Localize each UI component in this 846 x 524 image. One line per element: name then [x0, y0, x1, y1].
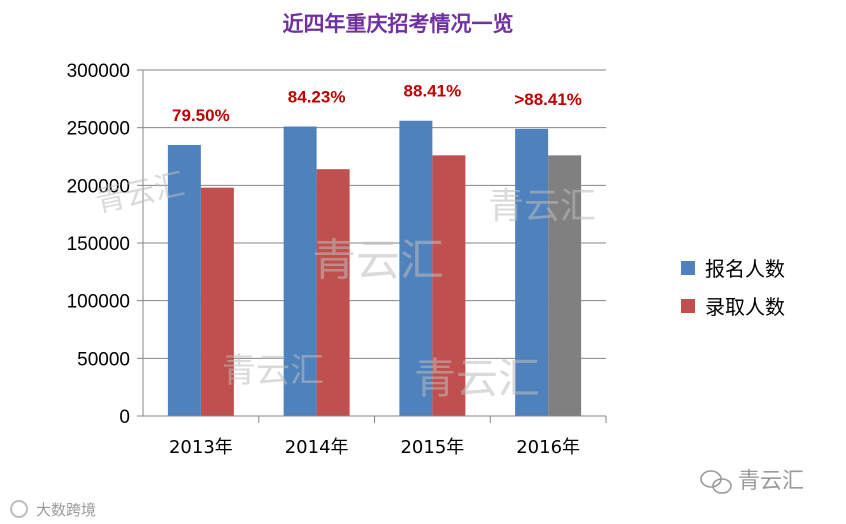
watermark-text: 青云汇 — [488, 186, 596, 227]
corner-logo-text: 大数跨境 — [36, 501, 96, 519]
legend-swatch-admissions — [681, 299, 695, 313]
legend: 报名人数 录取人数 — [681, 257, 785, 319]
y-tick-label: 150000 — [67, 234, 130, 255]
bar-registrations — [167, 144, 201, 416]
watermark-text: 青云汇 — [312, 235, 444, 286]
x-category-label: 2014年 — [285, 437, 349, 458]
admission-rate-label: >88.41% — [514, 90, 582, 109]
rate-annotations: 79.50% 84.23% 88.41% >88.41% — [172, 82, 582, 125]
bar-admissions — [432, 155, 466, 416]
axes — [142, 70, 607, 423]
watermark-text: 青云汇 — [222, 351, 324, 391]
admission-rate-label: 84.23% — [288, 88, 346, 107]
bar-registrations — [283, 126, 317, 416]
corner-logo: 大数跨境 — [10, 500, 96, 519]
y-axis-tick-labels: 0 50000 100000 150000 200000 250000 300000 — [67, 61, 130, 428]
bar-admissions — [548, 155, 582, 416]
wechat-brand-mark: 青云汇 — [700, 469, 804, 494]
admission-rate-label: 88.41% — [404, 82, 462, 101]
bars — [167, 120, 582, 416]
bar-admissions — [200, 187, 234, 416]
y-tick-label: 100000 — [67, 292, 130, 313]
legend-swatch-registrations — [681, 261, 695, 275]
x-category-label: 2016年 — [516, 437, 580, 458]
chart-title: 近四年重庆招考情况一览 — [283, 12, 514, 36]
y-tick-label: 200000 — [67, 176, 130, 197]
bar-registrations — [399, 120, 433, 416]
wechat-icon — [700, 470, 732, 494]
y-tick-label: 50000 — [77, 349, 130, 370]
bar-admissions — [316, 169, 350, 416]
admission-rate-label: 79.50% — [172, 106, 230, 125]
bar-registrations — [515, 128, 549, 416]
x-category-label: 2015年 — [400, 437, 464, 458]
legend-label-registrations: 报名人数 — [705, 257, 785, 281]
x-category-label: 2013年 — [169, 437, 233, 458]
corner-logo-icon — [10, 500, 28, 518]
x-axis-category-labels: 2013年 2014年 2015年 2016年 — [169, 437, 580, 458]
watermark-text: 青云汇 — [414, 354, 540, 403]
brand-name: 青云汇 — [738, 469, 804, 494]
y-tick-label: 300000 — [67, 61, 130, 82]
y-tick-label: 250000 — [67, 119, 130, 140]
y-tick-label: 0 — [119, 407, 130, 428]
legend-label-admissions: 录取人数 — [705, 295, 785, 319]
